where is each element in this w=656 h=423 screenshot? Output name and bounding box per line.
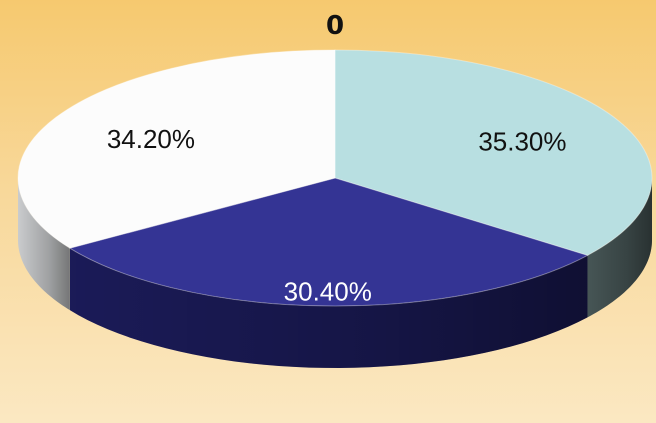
pie-slice-side-shade-2 (69, 248, 588, 368)
chart-title: 0 (326, 11, 344, 41)
pie-slice-3 (17, 49, 336, 249)
pie-slice-side-shade-1 (587, 178, 652, 318)
pie-slice-2 (68, 177, 589, 307)
pie-labels: 35.30% 30.40% 34.20% (107, 124, 567, 306)
pie-slice-side-shade-3 (18, 178, 70, 311)
pie-data-label-3: 34.20% (107, 124, 195, 154)
pie-sides (18, 178, 652, 368)
pie-tops (17, 49, 653, 307)
pie-slice-1 (334, 49, 653, 256)
pie-data-label-2: 30.40% (284, 276, 372, 306)
pie-data-label-1: 35.30% (478, 126, 566, 156)
